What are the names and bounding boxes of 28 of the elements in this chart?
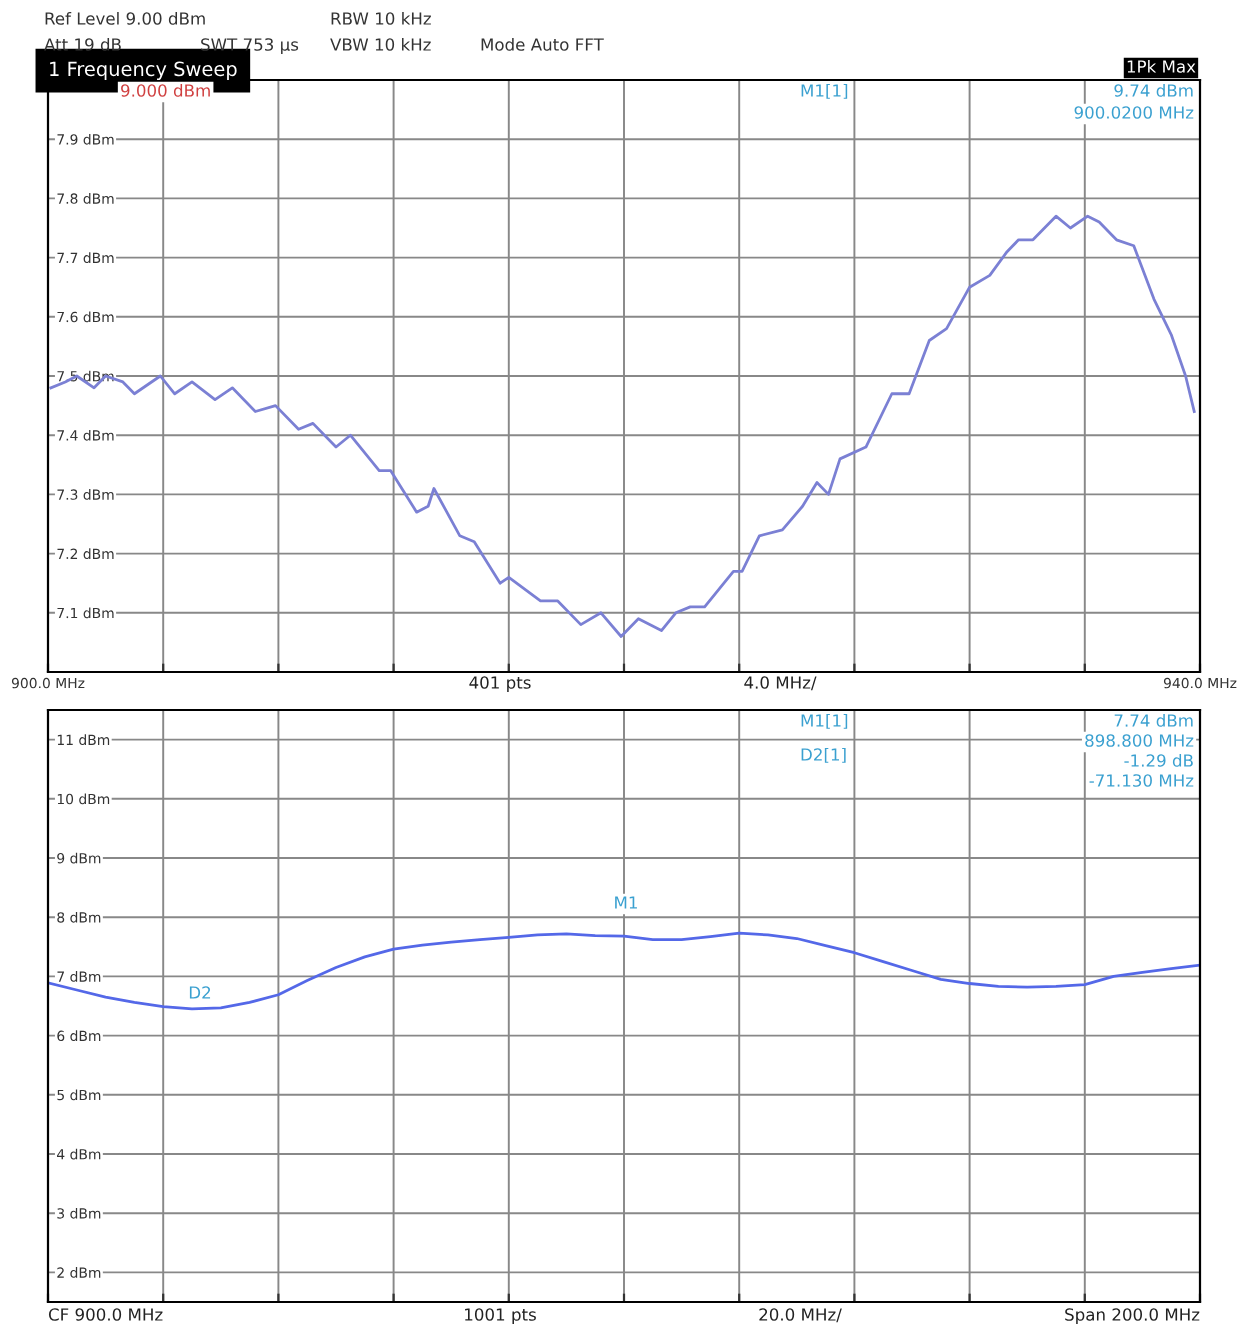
text: Mode Auto FFT: [481, 37, 604, 51]
annotation: D2: [189, 986, 211, 999]
text: 401 pts: [469, 676, 531, 693]
text: VBW 10 kHz: [330, 37, 431, 51]
annotation: -1.29 dB: [1124, 753, 1193, 767]
annotation: 898.800 MHz: [1085, 734, 1194, 747]
line-series: [49, 214, 1196, 638]
text: 1001 pts: [465, 1308, 536, 1325]
text: 4.0 MHz/: [744, 676, 817, 691]
text: Ref Level 9.00 dBm: [45, 11, 205, 25]
annotation: M1[1]: [801, 713, 848, 729]
line-series: [48, 931, 1200, 1011]
annotation: 9.000 dBm: [121, 83, 210, 97]
text: Span 200.0 MHz: [1065, 1308, 1200, 1325]
annotation: 9.74 dBm: [1114, 83, 1193, 97]
text: 20.0 MHz/: [759, 1308, 842, 1323]
annotation: -71.130 MHz: [1089, 774, 1194, 787]
text: RBW 10 kHz: [331, 11, 431, 25]
chart-title: 1 Frequency Sweep: [50, 61, 237, 80]
text: Att 19 dB: [44, 37, 121, 51]
text: 1Pk Max: [1127, 59, 1196, 73]
annotation: M1: [615, 896, 637, 909]
annotation: D2[1]: [801, 747, 846, 763]
annotation: M1[1]: [801, 83, 848, 99]
text: CF 900.0 MHz: [48, 1308, 163, 1321]
annotation: 900.0200 MHz: [1074, 106, 1194, 119]
annotation: 7.74 dBm: [1114, 713, 1193, 727]
text: SWT 753 µs: [201, 38, 299, 55]
